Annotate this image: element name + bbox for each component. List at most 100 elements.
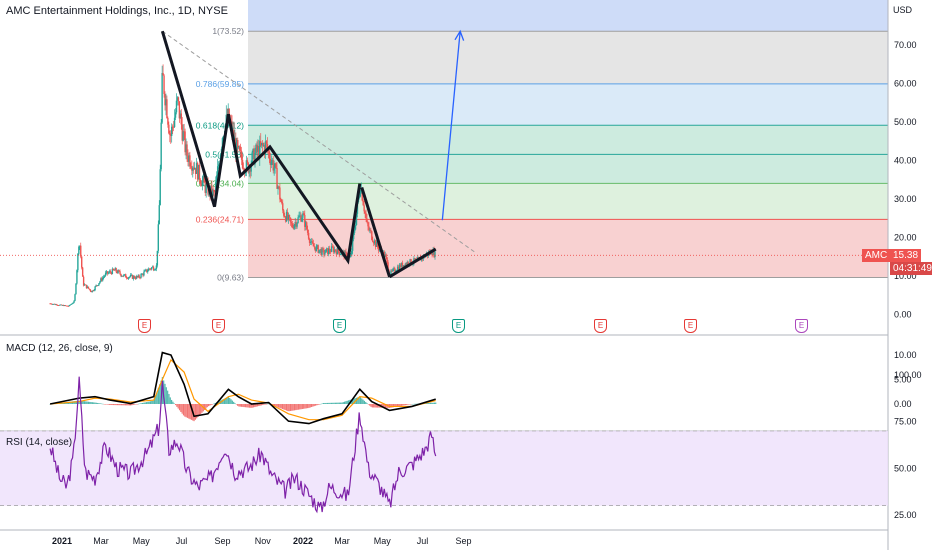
fib-zone — [248, 219, 888, 278]
macd-histogram-bar — [382, 404, 384, 408]
candle-body — [330, 246, 333, 252]
candle-body — [352, 232, 355, 240]
macd-tick-label: 5.00 — [894, 375, 912, 385]
time-tick-label: May — [133, 536, 151, 546]
candle-body — [392, 269, 394, 271]
macd-histogram-bar — [291, 404, 293, 411]
macd-histogram-bar — [167, 390, 169, 404]
macd-histogram-bar — [351, 399, 354, 404]
candle-body — [345, 251, 347, 254]
earnings-marker[interactable]: E — [594, 319, 607, 333]
candle-body — [120, 273, 122, 277]
candle-body — [396, 266, 399, 271]
candle-body — [140, 274, 142, 278]
candle-body — [250, 163, 252, 172]
macd-histogram-bar — [174, 404, 177, 406]
candle-body — [117, 270, 119, 274]
candle-body — [365, 213, 367, 219]
candle-body — [93, 289, 95, 291]
macd-histogram-bar — [362, 399, 364, 404]
macd-histogram-bar — [152, 400, 154, 404]
macd-histogram-bar — [336, 402, 338, 404]
candle-body — [252, 148, 254, 153]
macd-histogram-bar — [181, 404, 183, 414]
candle-body — [111, 268, 114, 275]
axis-labels: USD 0.00 10.00 20.00 30.00 40.00 50.00 60.00 70.… — [52, 5, 922, 546]
macd-histogram-bar — [435, 402, 437, 404]
price-tick-label: 0.00 — [894, 310, 912, 320]
candle-body — [72, 302, 74, 304]
earnings-marker[interactable]: E — [795, 319, 808, 333]
macd-histogram-bar — [300, 404, 302, 410]
macd-histogram-bar — [91, 402, 93, 404]
candle-body — [88, 288, 91, 290]
macd-histogram-bar — [177, 404, 179, 409]
candle-body — [368, 226, 370, 231]
macd-histogram-bar — [111, 404, 113, 406]
candle-body — [397, 266, 400, 270]
macd-histogram-bar — [139, 403, 141, 405]
candle-body — [150, 267, 153, 270]
macd-histogram-bar — [293, 404, 296, 411]
candle-body — [306, 222, 308, 230]
macd-histogram-bar — [277, 404, 280, 408]
macd-histogram-bar — [427, 403, 429, 404]
macd-histogram-bar — [172, 401, 174, 404]
macd-histogram-bar — [414, 403, 416, 405]
macd-histogram-bar — [346, 400, 348, 404]
candle-body — [304, 215, 306, 227]
candle-body — [123, 274, 125, 277]
earnings-marker[interactable]: E — [212, 319, 225, 333]
macd-histogram-bar — [358, 396, 360, 404]
candle-body — [178, 101, 181, 119]
candle-body — [272, 159, 274, 171]
macd-histogram-bar — [363, 400, 366, 404]
candle-body — [300, 215, 302, 222]
candle-body — [62, 305, 65, 306]
macd-histogram-bar — [337, 402, 339, 404]
candle-body — [204, 182, 206, 193]
rsi-pane-label: RSI (14, close) — [6, 437, 73, 448]
candle-body — [80, 245, 82, 257]
candle-body — [61, 305, 64, 306]
earnings-marker[interactable]: E — [138, 319, 151, 333]
rsi-line — [49, 376, 437, 514]
candle-body — [75, 283, 77, 295]
candle-body — [278, 186, 280, 188]
earnings-marker[interactable]: E — [452, 319, 465, 333]
earnings-marker[interactable]: E — [684, 319, 697, 333]
earnings-marker[interactable]: E — [333, 319, 346, 333]
candle-body — [133, 276, 136, 279]
macd-histogram-bar — [155, 395, 157, 404]
candle-body — [369, 229, 371, 231]
macd-histogram-bar — [237, 404, 239, 406]
candle-body — [269, 158, 272, 165]
price-badge-countdown: 04:31:49 — [890, 262, 932, 275]
macd-histogram-bar — [130, 404, 132, 406]
candle-body — [162, 72, 164, 76]
macd-histogram-bar — [140, 403, 142, 404]
candle-body — [394, 268, 396, 272]
macd-histogram-bar — [313, 404, 315, 407]
time-tick-label: Jul — [176, 536, 188, 546]
candle-body — [270, 161, 272, 165]
macd-histogram-bar — [173, 403, 175, 404]
candle-body — [307, 232, 310, 239]
candle-body — [279, 187, 281, 200]
macd-histogram-bar — [425, 403, 428, 404]
candle-body — [276, 168, 278, 189]
candle-body — [358, 196, 361, 198]
candle-body — [188, 155, 190, 162]
macd-histogram-bar — [246, 404, 248, 408]
macd-histogram-bar — [182, 404, 185, 416]
price-tick-label: 10.00 — [894, 271, 917, 281]
macd-histogram-bar — [206, 404, 208, 408]
macd-histogram-bar — [254, 404, 256, 408]
macd-histogram-bar — [342, 402, 344, 404]
macd-histogram-bar — [115, 404, 117, 406]
candle-body — [203, 176, 205, 183]
macd-histogram-bar — [297, 404, 299, 410]
price-tick-label: 40.00 — [894, 155, 917, 165]
candle-body — [339, 254, 341, 255]
macd-histogram-bar — [151, 400, 153, 404]
